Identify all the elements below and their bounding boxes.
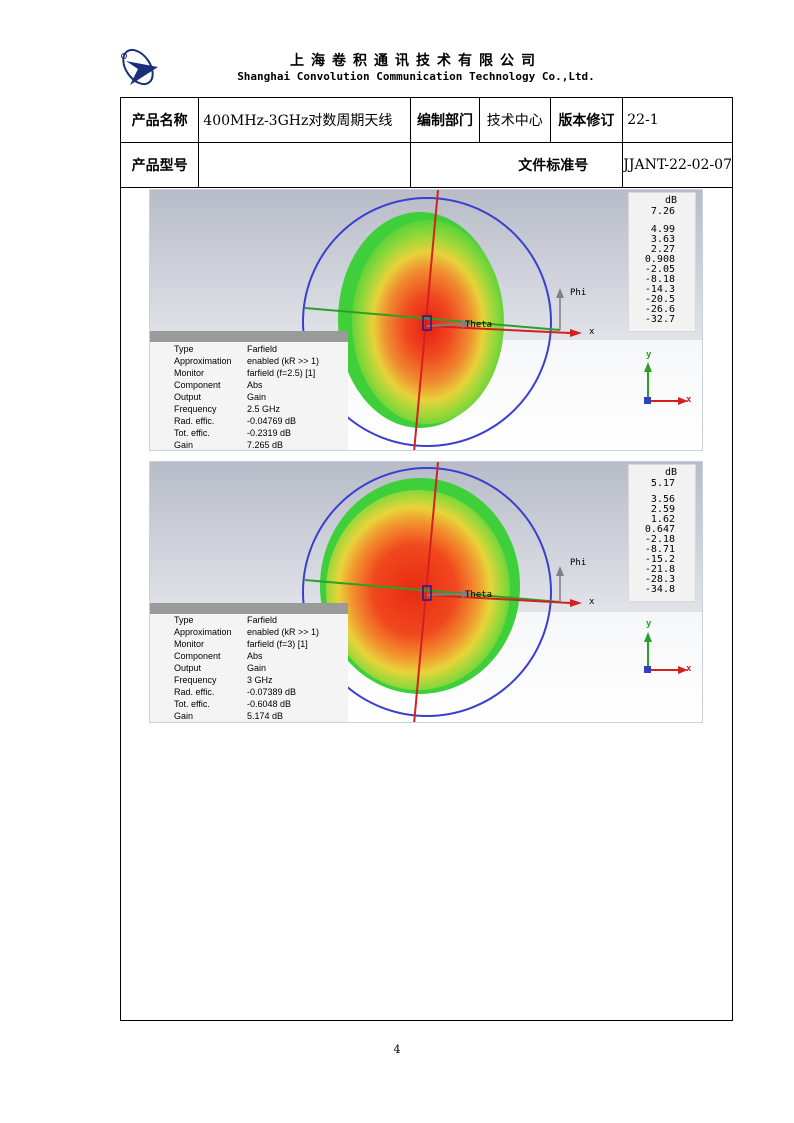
- farfield-plot-2: dB 5.17 3.56 2.59 1.62 0.647 -2.18 -8.71…: [149, 461, 703, 723]
- param-key: Approximation: [174, 356, 232, 366]
- param-key: Component: [174, 651, 221, 661]
- revision-label: 版本修订: [550, 98, 624, 143]
- theta-label: Theta: [465, 320, 493, 330]
- dept-value: 技术中心: [479, 98, 551, 143]
- param-key: Rad. effic.: [174, 687, 215, 697]
- param-value: -0.04769 dB: [247, 416, 297, 426]
- param-value: 3 GHz: [247, 675, 273, 685]
- color-scale-legend-2: dB 5.17 3.56 2.59 1.62 0.647 -2.18 -8.71…: [628, 464, 696, 602]
- param-value: -0.2319 dB: [247, 428, 292, 438]
- product-name-label: 产品名称: [121, 98, 200, 143]
- scale-tick: -8.18: [644, 274, 675, 285]
- info-row-2: 产品型号 文件标准号 JJANT-22-02-07: [121, 142, 732, 188]
- triad-y-label: y: [646, 350, 652, 360]
- param-value: enabled (kR >> 1): [247, 356, 320, 366]
- scale-tick: -28.3: [644, 574, 675, 585]
- param-key: Tot. effic.: [174, 428, 210, 438]
- theta-label: Theta: [465, 590, 493, 600]
- scale-tick: -26.6: [644, 304, 675, 315]
- param-value: Abs: [247, 380, 263, 390]
- param-key: Output: [174, 663, 202, 673]
- param-key: Gain: [174, 711, 194, 721]
- scale-unit: dB: [665, 195, 678, 206]
- model-value: [198, 142, 412, 188]
- scale-tick: -2.18: [644, 534, 675, 545]
- param-key: Type: [174, 344, 194, 354]
- scale-tick: 1.62: [650, 514, 675, 525]
- scale-tick: 2.59: [650, 504, 675, 515]
- scale-tick: -20.5: [644, 294, 675, 305]
- farfield-pattern-image-2: [150, 462, 702, 722]
- param-value: 5.174 dB: [247, 711, 284, 721]
- param-value: -0.6048 dB: [247, 699, 292, 709]
- param-key: Rad. effic.: [174, 416, 215, 426]
- info-table: 产品名称 400MHz-3GHz对数周期天线 编制部门 技术中心 版本修订 22…: [121, 98, 732, 188]
- farfield-params-1: Type Farfield Approximation enabled (kR >>…: [150, 344, 348, 450]
- model-label: 产品型号: [121, 142, 200, 188]
- param-value: Gain: [247, 663, 267, 673]
- scale-tick: -8.71: [644, 544, 675, 555]
- revision-value: 22-1: [622, 98, 732, 143]
- param-key: Frequency: [174, 404, 217, 414]
- param-key: Output: [174, 392, 202, 402]
- triad-x-label: x: [686, 395, 692, 405]
- scale-tick: -2.05: [644, 264, 675, 275]
- scale-tick: -15.2: [644, 554, 675, 565]
- farfield-pattern-image-1: [150, 190, 702, 450]
- page-number: 4: [393, 1043, 401, 1056]
- color-scale-legend-1: dB 7.26 4.99 3.63 2.27 0.908 -2.05 -8.18…: [628, 192, 696, 332]
- param-value: Gain: [247, 392, 267, 402]
- param-key: Approximation: [174, 627, 232, 637]
- param-value: Farfield: [247, 615, 278, 625]
- param-key: Monitor: [174, 368, 205, 378]
- param-key: Tot. effic.: [174, 699, 210, 709]
- dept-label: 编制部门: [410, 98, 480, 143]
- scale-tick: 0.647: [644, 524, 675, 535]
- triad-x-label: x: [686, 664, 692, 674]
- farfield-params-2: Type Farfield Approximation enabled (kR >>…: [150, 615, 348, 722]
- param-value: farfield (f=3) [1]: [247, 639, 308, 649]
- param-value: Abs: [247, 651, 263, 661]
- scale-tick: 5.17: [650, 478, 675, 489]
- scale-tick: -14.3: [644, 284, 675, 295]
- triad-y-label: y: [646, 619, 652, 629]
- param-key: Monitor: [174, 639, 205, 649]
- x-axis-label: x: [589, 327, 595, 337]
- std-value: JJANT-22-02-07: [622, 142, 732, 188]
- scale-tick: -34.8: [644, 584, 675, 595]
- company-name-cn: 上海卷积通讯技术有限公司: [290, 53, 542, 69]
- phi-label: Phi: [570, 558, 587, 568]
- info-row-1: 产品名称 400MHz-3GHz对数周期天线 编制部门 技术中心 版本修订 22…: [121, 98, 732, 143]
- scale-tick: 4.99: [650, 224, 675, 235]
- x-axis-label: x: [589, 597, 595, 607]
- param-key: Type: [174, 615, 194, 625]
- scale-tick: 2.27: [650, 244, 675, 255]
- param-value: -0.07389 dB: [247, 687, 297, 697]
- company-name-en: Shanghai Convolution Communication Techn…: [237, 70, 595, 83]
- param-value: enabled (kR >> 1): [247, 627, 320, 637]
- param-key: Frequency: [174, 675, 217, 685]
- scale-tick: -21.8: [644, 564, 675, 575]
- param-value: 7.265 dB: [247, 440, 284, 450]
- param-value: Farfield: [247, 344, 278, 354]
- std-label: 文件标准号: [410, 142, 624, 188]
- farfield-plot-1: dB 7.26 4.99 3.63 2.27 0.908 -2.05 -8.18…: [149, 189, 703, 451]
- param-key: Component: [174, 380, 221, 390]
- param-value: 2.5 GHz: [247, 404, 281, 414]
- document-frame: 产品名称 400MHz-3GHz对数周期天线 编制部门 技术中心 版本修订 22…: [120, 97, 733, 1021]
- scale-tick: 0.908: [644, 254, 675, 265]
- param-key: Gain: [174, 440, 194, 450]
- scale-tick: 3.56: [650, 494, 675, 505]
- scale-unit: dB: [665, 467, 678, 478]
- scale-tick: 3.63: [650, 234, 675, 245]
- product-name-value: 400MHz-3GHz对数周期天线: [198, 98, 412, 143]
- param-value: farfield (f=2.5) [1]: [247, 368, 316, 378]
- company-logo-icon: [121, 48, 158, 86]
- phi-label: Phi: [570, 288, 587, 298]
- scale-tick: 7.26: [650, 206, 675, 217]
- scale-tick: -32.7: [644, 314, 675, 325]
